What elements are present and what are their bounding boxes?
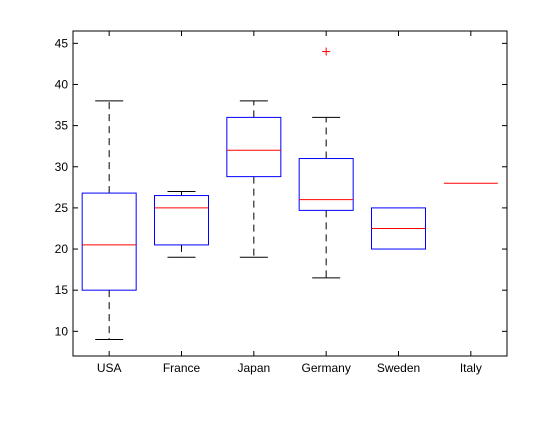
box-group-japan	[226, 100, 282, 258]
box-group-germany	[298, 47, 354, 279]
box-iqr	[298, 158, 354, 211]
x-tick-label-italy: Italy	[460, 361, 482, 375]
box-group-france	[154, 190, 209, 258]
y-tick-label: 10	[55, 324, 69, 338]
boxes-layer	[81, 47, 498, 341]
y-tick-label: 15	[55, 283, 69, 297]
labels-layer: USA France Japan Germany Sweden Italy	[97, 361, 482, 375]
plot-area	[72, 30, 508, 357]
box-iqr	[81, 192, 137, 291]
y-tick-label: 35	[55, 119, 69, 133]
x-tick-label-germany: Germany	[301, 361, 350, 375]
box-iqr	[154, 195, 209, 246]
ticks-layer: 10 15 20 25 30 35 40 45	[55, 31, 507, 356]
box-group-sweden	[371, 207, 426, 250]
box-group-usa	[81, 100, 137, 341]
y-tick-label: 25	[55, 201, 69, 215]
y-tick-label: 20	[55, 242, 69, 256]
box-iqr	[226, 116, 282, 178]
x-tick-label-usa: USA	[97, 361, 122, 375]
y-tick-label: 45	[55, 36, 69, 50]
y-tick-label: 40	[55, 77, 69, 91]
x-tick-label-france: France	[163, 361, 201, 375]
y-tick-label: 30	[55, 160, 69, 174]
x-tick-label-japan: Japan	[237, 361, 270, 375]
x-tick-label-sweden: Sweden	[377, 361, 420, 375]
outlier-marker	[322, 47, 331, 56]
